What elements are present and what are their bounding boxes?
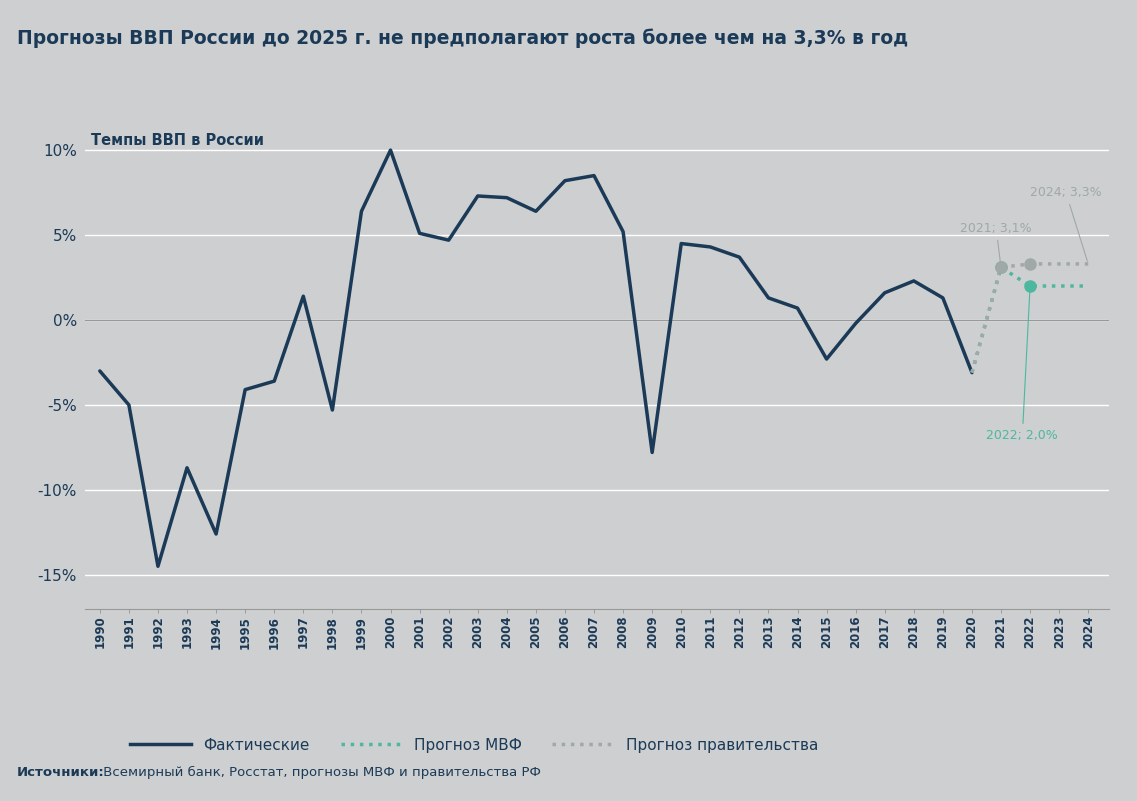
Text: 2022; 2,0%: 2022; 2,0% <box>987 289 1059 442</box>
Text: Темпы ВВП в России: Темпы ВВП в России <box>91 133 264 148</box>
Legend: Фактические, Прогноз МВФ, Прогноз правительства: Фактические, Прогноз МВФ, Прогноз правит… <box>124 731 824 759</box>
Text: Всемирный банк, Росстат, прогнозы МВФ и правительства РФ: Всемирный банк, Росстат, прогнозы МВФ и … <box>99 766 541 779</box>
Text: Прогнозы ВВП России до 2025 г. не предполагают роста более чем на 3,3% в год: Прогнозы ВВП России до 2025 г. не предпо… <box>17 28 908 47</box>
Text: 2021; 3,1%: 2021; 3,1% <box>961 222 1032 264</box>
Text: Источники:: Источники: <box>17 766 105 779</box>
Text: 2024; 3,3%: 2024; 3,3% <box>1030 186 1102 261</box>
